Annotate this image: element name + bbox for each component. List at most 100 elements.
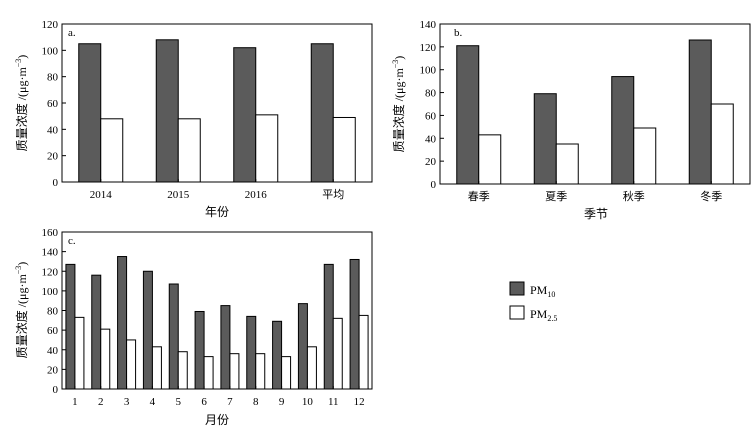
x-tick-label: 5 (176, 396, 182, 408)
y-tick-label: 80 (425, 88, 437, 100)
y-tick-label: 60 (425, 110, 437, 122)
bar-pm25-11 (332, 317, 343, 390)
bar-pm10-2015 (155, 39, 179, 183)
x-tick-label: 7 (227, 396, 233, 408)
plot-frame (439, 23, 751, 185)
x-axis-title: 季节 (584, 207, 608, 221)
bar-pm25-平均 (332, 116, 356, 183)
x-tick-label: 秋季 (623, 189, 645, 203)
bar-pm25-12 (358, 314, 369, 390)
x-tick-label: 9 (279, 396, 285, 408)
x-tick-label: 1 (72, 396, 78, 408)
y-tick-label: 80 (47, 306, 59, 318)
bar-pm25-夏季 (555, 143, 579, 185)
chart-b-seasonal: 0 20 40 60 80 100 120 140 春季 夏季 秋季 冬季 b. 季节 质量浓度 /(μg·… (391, 19, 751, 221)
x-tick-label: 2014 (90, 189, 113, 201)
bar-pm25-春季 (478, 134, 502, 185)
legend-label-pm25: PM2.5 (530, 307, 557, 323)
y-tick-label: 120 (42, 266, 59, 278)
bar-pm10-2014 (78, 43, 102, 183)
bar-pm10-12 (349, 258, 360, 390)
bar-pm10-4 (142, 270, 153, 390)
panel-label: a. (68, 27, 76, 39)
legend: PM10 PM2.5 (509, 281, 557, 323)
y-tick-label: 40 (425, 133, 437, 145)
legend-swatch-pm25 (509, 305, 525, 320)
bar-pm25-5 (177, 351, 188, 390)
bar-pm10-秋季 (611, 76, 635, 185)
y-tick-label: 100 (420, 65, 437, 77)
x-tick-label: 春季 (468, 190, 490, 203)
bar-pm10-2016 (233, 47, 257, 183)
bar-pm25-1 (74, 316, 85, 390)
bar-pm10-平均 (310, 43, 334, 183)
bar-pm10-11 (323, 263, 334, 390)
y-tick-label: 80 (47, 72, 59, 84)
bar-pm25-冬季 (710, 103, 734, 185)
y-tick-label: 20 (47, 151, 59, 163)
bar-pm25-2015 (177, 118, 201, 183)
bar-pm25-8 (255, 353, 266, 390)
panel-label: b. (454, 27, 463, 39)
y-tick-label: 120 (42, 19, 59, 31)
y-tick-label: 40 (47, 124, 59, 136)
bar-pm10-冬季 (688, 39, 712, 185)
bar-pm10-8 (246, 315, 257, 390)
bar-pm25-7 (229, 353, 240, 390)
x-tick-label: 12 (354, 396, 365, 408)
legend-swatch-pm10 (509, 281, 525, 296)
bar-pm25-3 (126, 339, 137, 390)
bar-pm25-2 (100, 328, 111, 390)
bar-pm10-6 (194, 310, 205, 390)
x-tick-label: 11 (328, 396, 339, 408)
bar-pm10-10 (297, 303, 308, 390)
x-tick-label: 3 (124, 396, 130, 408)
x-tick-label: 2 (98, 396, 104, 408)
x-tick-label: 8 (253, 396, 259, 408)
bar-pm10-春季 (456, 45, 480, 185)
bar-pm10-9 (272, 320, 283, 390)
x-tick-label: 夏季 (545, 190, 567, 203)
x-tick-label: 10 (302, 396, 314, 408)
y-tick-label: 0 (53, 384, 59, 396)
y-tick-label: 20 (425, 156, 437, 168)
bar-pm25-10 (306, 346, 317, 390)
bar-pm25-秋季 (633, 127, 657, 185)
y-tick-label: 20 (47, 364, 59, 376)
y-tick-label: 60 (47, 325, 59, 337)
bar-pm25-2014 (100, 118, 124, 183)
bar-pm10-5 (168, 283, 179, 390)
bar-pm10-3 (117, 256, 128, 390)
legend-label-pm10: PM10 (530, 283, 555, 299)
x-tick-label: 平均 (322, 188, 344, 201)
y-tick-label: 60 (47, 98, 59, 110)
bar-pm10-7 (220, 305, 231, 390)
y-tick-label: 0 (53, 177, 59, 189)
y-tick-label: 100 (42, 45, 59, 57)
x-tick-label: 2016 (245, 189, 268, 201)
bar-pm10-1 (65, 263, 76, 390)
y-tick-label: 160 (42, 227, 59, 239)
panel-label: c. (68, 235, 76, 247)
y-tick-label: 100 (42, 286, 59, 298)
bar-pm10-夏季 (533, 93, 557, 185)
bar-pm25-6 (203, 356, 214, 390)
bar-pm25-9 (281, 356, 292, 390)
x-tick-label: 4 (150, 396, 156, 408)
y-axis-title: 质量浓度 /(μg·m−3) (14, 262, 29, 359)
y-tick-label: 0 (431, 179, 437, 191)
x-tick-label: 6 (201, 396, 207, 408)
bar-pm10-2 (91, 274, 102, 390)
bar-pm25-4 (151, 346, 162, 390)
y-axis-title: 质量浓度 /(μg·m−3) (391, 56, 406, 153)
y-tick-label: 140 (42, 247, 59, 259)
y-tick-label: 40 (47, 345, 59, 357)
bar-pm25-2016 (255, 114, 279, 183)
x-tick-label: 2015 (167, 189, 190, 201)
x-axis-title: 月份 (205, 413, 229, 427)
chart-a-annual: 0 20 40 60 80 100 120 2014 2015 2016 平均 a. 年份 质量浓度 /(… (14, 19, 373, 219)
x-tick-label: 冬季 (700, 189, 722, 203)
y-axis-title: 质量浓度 /(μg·m−3) (14, 55, 29, 152)
